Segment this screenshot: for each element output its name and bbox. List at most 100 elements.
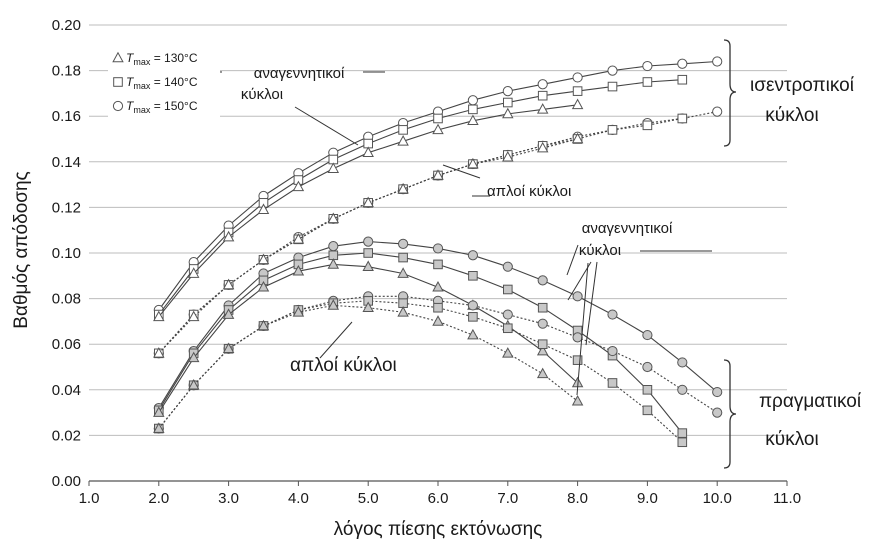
data-point-triangle [327, 212, 340, 224]
data-point-circle [572, 291, 583, 302]
series-line-real-simple-square [158, 300, 683, 443]
data-point-triangle [467, 157, 479, 169]
data-point-square [642, 77, 653, 87]
data-point-square [642, 120, 653, 131]
data-point-triangle [397, 267, 409, 278]
data-point-triangle [432, 169, 444, 180]
legend-label: Tmax = 130°C [126, 51, 198, 67]
data-point-triangle [153, 310, 165, 322]
data-point-triangle [502, 347, 514, 358]
data-point-triangle [292, 264, 305, 276]
legend: Tmax = 130°C Tmax = 140°C Tmax = 150°C [108, 42, 220, 132]
data-point-circle [467, 300, 478, 311]
leader-line [442, 164, 481, 179]
data-point-circle [712, 407, 723, 418]
data-point-triangle [362, 146, 374, 157]
data-point-square [433, 113, 443, 124]
data-point-triangle [397, 306, 409, 317]
x-tick-label: 3.0 [218, 490, 239, 507]
data-point-circle [677, 357, 688, 368]
leader-line [566, 244, 579, 276]
data-point-circle [677, 58, 688, 69]
data-point-circle [502, 309, 513, 320]
legend-box [108, 42, 220, 132]
data-point-square [503, 323, 513, 334]
data-point-circle [607, 345, 618, 357]
data-point-triangle [257, 203, 270, 214]
data-point-square [363, 248, 373, 258]
leader-line [319, 321, 353, 359]
data-point-circle [712, 386, 723, 398]
data-point-circle [363, 236, 374, 247]
isentropic-group-label-line1: ισεντροπικοί [750, 75, 855, 96]
data-point-triangle [432, 280, 444, 292]
data-point-square [503, 284, 513, 295]
isentropic-bracket [723, 39, 737, 147]
data-point-circle [677, 384, 688, 395]
x-tick-label: 4.0 [288, 490, 309, 507]
data-point-square [572, 86, 583, 96]
legend-label: Tmax = 140°C [126, 75, 198, 91]
data-point-circle [328, 241, 339, 252]
data-point-circle [398, 238, 409, 249]
data-point-triangle [467, 328, 479, 340]
y-axis-title: Βαθμός απόδοσης [11, 171, 32, 328]
isentropic-group-label-line2: κύκλοι [765, 105, 818, 126]
y-tick-label: 0.18 [52, 63, 81, 80]
data-point-triangle [257, 280, 270, 292]
data-point-triangle [502, 150, 514, 162]
data-point-triangle [362, 260, 374, 271]
x-tick-label: 8.0 [567, 490, 588, 507]
x-tick-label: 1.0 [79, 490, 100, 507]
data-point-triangle [292, 306, 305, 317]
data-point-triangle [257, 319, 270, 331]
x-tick-label: 5.0 [358, 490, 379, 507]
data-point-triangle [257, 253, 270, 265]
series-line-real-regenerative-triangle [158, 263, 578, 413]
x-tick-label: 7.0 [497, 490, 518, 507]
data-point-circle [432, 243, 444, 254]
data-point-triangle [187, 351, 200, 363]
data-point-triangle [222, 278, 235, 290]
data-point-square [677, 113, 688, 124]
y-tick-label: 0.20 [52, 17, 81, 34]
series-line-real-regenerative-square [158, 252, 683, 434]
data-point-circle [642, 329, 653, 341]
y-tick-label: 0.14 [52, 154, 81, 171]
data-point-triangle [571, 98, 584, 110]
legend-marker-circle [112, 100, 124, 112]
data-point-triangle [536, 344, 549, 356]
data-point-square [607, 125, 618, 135]
data-point-triangle [222, 342, 235, 354]
data-point-square [433, 259, 443, 270]
legend-marker-square [113, 77, 123, 87]
data-point-triangle [327, 258, 340, 269]
data-point-circle [537, 275, 548, 286]
data-point-triangle [362, 301, 374, 313]
data-point-triangle [327, 299, 340, 310]
legend-marker-triangle [112, 51, 124, 63]
leader-line [585, 261, 598, 346]
data-point-triangle [502, 107, 514, 119]
data-point-circle [467, 250, 478, 261]
x-axis-title: λόγος πίεσης εκτόνωσης [334, 519, 543, 540]
real-bracket [723, 359, 737, 469]
data-point-triangle [187, 267, 200, 278]
data-point-square [607, 81, 618, 92]
x-tick-label: 11.0 [773, 490, 801, 507]
data-point-square [642, 405, 653, 416]
data-point-circle [572, 332, 583, 343]
data-point-square [642, 385, 653, 395]
data-point-triangle [571, 394, 584, 406]
data-point-triangle [571, 132, 584, 144]
y-tick-label: 0.12 [52, 199, 81, 216]
x-tick-label: 6.0 [428, 490, 449, 507]
data-point-square [677, 437, 688, 448]
data-point-circle [642, 361, 653, 373]
data-point-square [468, 104, 478, 115]
y-tick-label: 0.10 [52, 245, 81, 262]
data-point-circle [502, 86, 513, 97]
data-point-circle [607, 65, 618, 76]
data-point-circle [467, 95, 478, 106]
